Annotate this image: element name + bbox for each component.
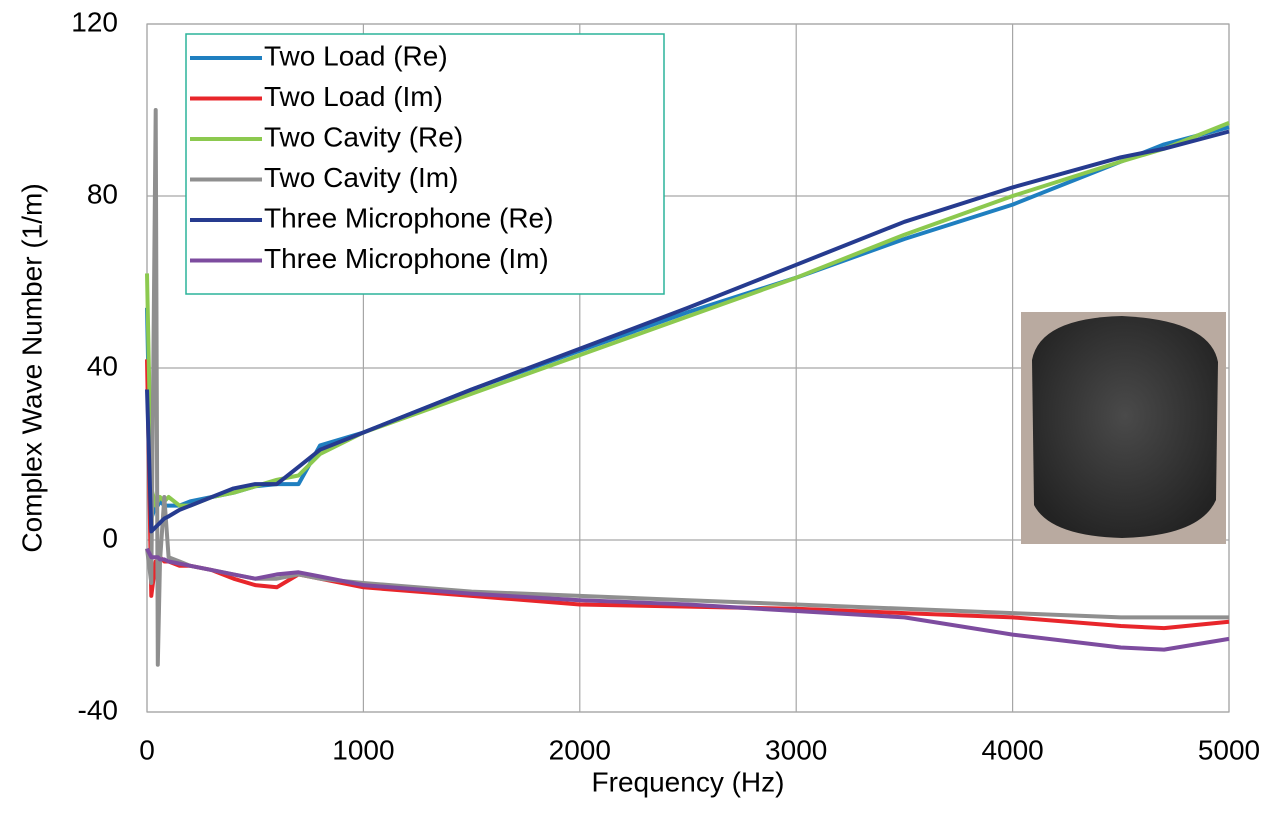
y-tick-label: 80: [87, 178, 118, 209]
legend-label: Two Load (Im): [264, 81, 443, 112]
y-axis-title: Complex Wave Number (1/m): [16, 183, 47, 552]
series-line: [145, 121, 1230, 508]
series-line: [145, 547, 1230, 652]
legend-box: [185, 33, 665, 295]
y-tick-label: 0: [102, 522, 118, 553]
x-axis-title: Frequency (Hz): [592, 766, 785, 797]
legend-label: Two Cavity (Re): [264, 121, 463, 152]
x-tick-label: 5000: [1198, 734, 1260, 765]
x-tick-label: 1000: [332, 734, 394, 765]
y-tick-label: 40: [87, 350, 118, 381]
y-tick-label: -40: [78, 694, 118, 725]
y-tick-label: 120: [71, 6, 118, 37]
legend-label: Two Load (Re): [264, 40, 448, 71]
legend-label: Two Cavity (Im): [264, 162, 458, 193]
inset-photo: [1021, 312, 1226, 544]
x-tick-label: 4000: [981, 734, 1043, 765]
series-line: [145, 108, 1229, 667]
legend-label: Three Microphone (Re): [264, 202, 553, 233]
x-tick-label: 3000: [765, 734, 827, 765]
x-tick-label: 0: [139, 734, 155, 765]
legend-label: Three Microphone (Im): [264, 243, 549, 274]
series-line: [145, 129, 1230, 534]
x-tick-label: 2000: [549, 734, 611, 765]
